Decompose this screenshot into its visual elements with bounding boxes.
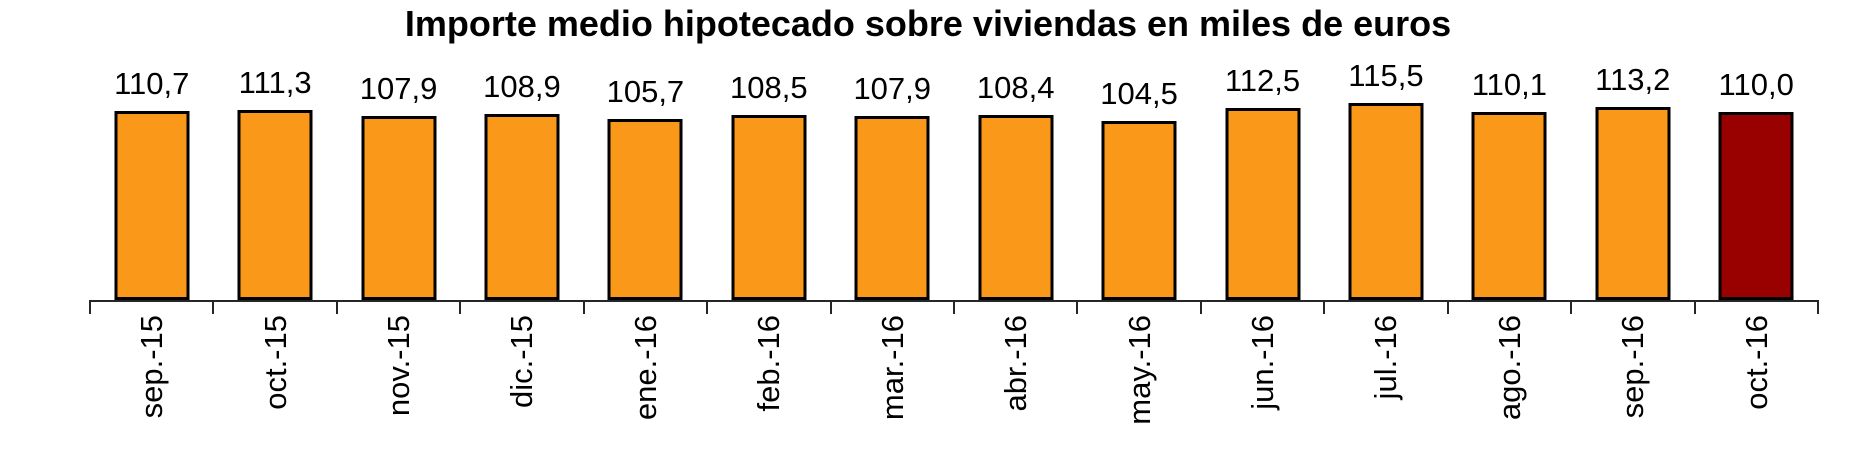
bar-cell: 107,9: [337, 71, 460, 300]
x-axis-label: ago.-16: [1491, 315, 1527, 421]
x-axis-label-cell: ago.-16: [1448, 315, 1571, 470]
bar: [484, 113, 560, 300]
bar-cell: 108,4: [954, 70, 1077, 300]
x-axis-label: sep.-16: [1615, 315, 1651, 419]
plot-area: 110,7 111,3 107,9 108,9 105,7 108,5 107,9 108,4…: [90, 58, 1818, 300]
x-axis-tick: [582, 300, 585, 314]
bar-value-label: 115,5: [1348, 57, 1424, 93]
x-axis-tick: [459, 300, 462, 314]
x-axis-tick: [1323, 300, 1326, 314]
x-axis-label: may.-16: [1121, 315, 1157, 425]
bar: [1348, 102, 1424, 300]
bar-value-label: 105,7: [606, 74, 685, 110]
x-axis-tick: [953, 300, 955, 314]
bar: [237, 109, 313, 300]
bar-value-label: 104,5: [1100, 76, 1178, 112]
bar-cell: 108,9: [460, 69, 583, 300]
bar-cell: 107,9: [831, 71, 954, 300]
bar-value-label: 112,5: [1224, 62, 1301, 98]
x-axis-tick: [335, 300, 338, 314]
bar: [978, 114, 1054, 300]
x-axis-label: jun.-16: [1245, 315, 1280, 410]
bar-value-label: 110,7: [114, 65, 190, 101]
bar-cell: 113,2: [1571, 62, 1694, 300]
x-axis-tick: [89, 300, 91, 314]
x-axis-label: sep.-15: [134, 315, 170, 419]
x-axis-label: mar.-16: [874, 315, 910, 421]
x-axis-label-cell: sep.-16: [1571, 315, 1694, 470]
bar-cell: 110,0: [1694, 67, 1817, 300]
bar-value-label: 113,2: [1595, 61, 1671, 97]
bar: [731, 114, 807, 300]
bar-highlight: [1718, 112, 1794, 300]
bar-value-label: 108,5: [730, 69, 808, 105]
chart-title: Importe medio hipotecado sobre viviendas…: [404, 3, 1452, 44]
x-axis-label: feb.-16: [751, 315, 787, 412]
bar: [1471, 111, 1547, 300]
bar: [1225, 107, 1300, 300]
bar-value-label: 107,9: [359, 70, 438, 106]
bar-value-label: 111,3: [238, 64, 312, 100]
x-axis-label: abr.-16: [998, 315, 1034, 412]
bar-value-label: 108,4: [976, 69, 1055, 105]
x-axis-label: ene.-16: [627, 315, 663, 421]
x-axis-tick: [706, 300, 709, 314]
bar-value-label: 110,0: [1718, 67, 1794, 102]
bar-cell: 111,3: [213, 65, 336, 300]
x-axis-label-cell: nov.-15: [337, 315, 460, 470]
bar: [1101, 121, 1177, 300]
x-axis-tick: [212, 300, 215, 314]
bar-value-label: 107,9: [853, 70, 932, 106]
bar: [607, 119, 683, 300]
x-axis-label: dic.-15: [504, 315, 540, 409]
bar: [854, 115, 930, 300]
x-axis-label: oct.-15: [257, 315, 293, 410]
x-axis-label-cell: feb.-16: [707, 315, 830, 470]
x-axis-tick: [1570, 300, 1573, 314]
bar-cell: 108,5: [707, 70, 830, 300]
bar-value-label: 108,9: [483, 68, 561, 104]
x-axis-label-cell: dic.-15: [460, 315, 583, 470]
bar-cell: 112,5: [1201, 63, 1324, 300]
bar-cell: 110,7: [90, 66, 213, 300]
x-axis-label-cell: ene.-16: [584, 315, 707, 470]
x-axis-tick: [1076, 300, 1079, 314]
x-axis-labels: sep.-15 oct.-15 nov.-15 dic.-15 ene.-16 feb.-…: [90, 315, 1818, 470]
x-axis-label-cell: abr.-16: [954, 315, 1077, 470]
bar: [114, 110, 190, 300]
x-axis-tick: [1817, 300, 1819, 314]
x-axis-label-cell: oct.-16: [1694, 315, 1817, 470]
x-axis-tick: [1446, 300, 1449, 314]
x-axis-label: oct.-16: [1738, 315, 1774, 410]
x-axis-tick: [829, 300, 832, 314]
bar-cell: 104,5: [1077, 77, 1200, 300]
x-axis-label-cell: mar.-16: [831, 315, 954, 470]
bar-cell: 115,5: [1324, 58, 1447, 300]
bar-cell: 110,1: [1448, 67, 1571, 300]
bar: [1595, 106, 1671, 300]
x-axis-label-cell: jul.-16: [1324, 315, 1447, 470]
bar-cell: 105,7: [584, 75, 707, 300]
bar-value-label: 110,1: [1471, 66, 1547, 102]
x-axis-label-cell: oct.-15: [213, 315, 336, 470]
x-axis-label: nov.-15: [381, 315, 417, 417]
x-axis-label-cell: may.-16: [1077, 315, 1200, 470]
x-axis-tick: [1199, 300, 1202, 314]
x-axis-tick: [1693, 300, 1696, 314]
bar: [361, 115, 437, 300]
x-axis-label-cell: sep.-15: [90, 315, 213, 470]
x-axis-label-cell: jun.-16: [1201, 315, 1324, 470]
x-axis-label: jul.-16: [1368, 315, 1404, 400]
